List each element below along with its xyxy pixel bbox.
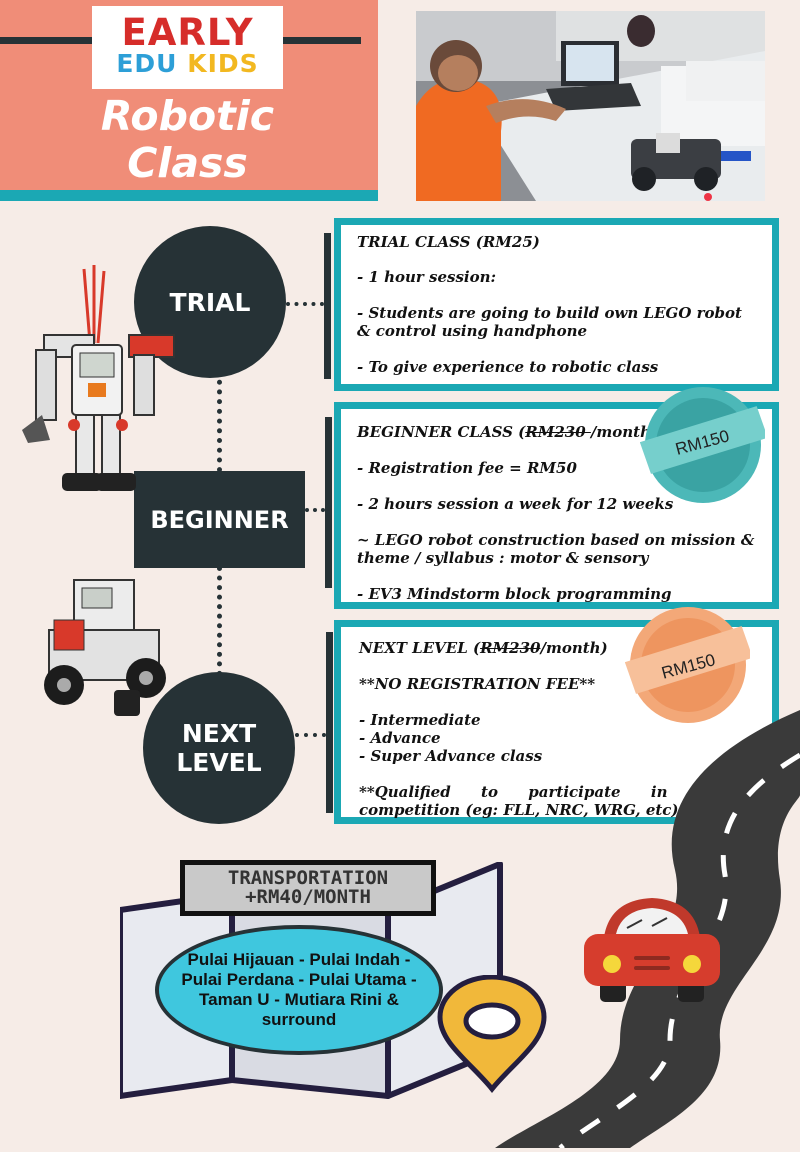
logo-line2: EDU KIDS bbox=[92, 50, 283, 78]
beginner-title-prefix: BEGINNER CLASS ( bbox=[357, 423, 526, 441]
next-level-item-2: - Advance bbox=[359, 729, 441, 747]
logo-word-kids: KIDS bbox=[187, 49, 259, 78]
beginner-item-3: ~ LEGO robot construction based on missi… bbox=[357, 531, 755, 567]
next-level-item-3: - Super Advance class bbox=[359, 747, 543, 765]
stage-next-line1: NEXT bbox=[181, 719, 257, 748]
timeline-connector-1 bbox=[217, 370, 222, 482]
robot-vehicle-icon bbox=[34, 570, 174, 720]
beginner-connector bbox=[305, 508, 325, 512]
beginner-old-price: RM230 bbox=[525, 423, 591, 441]
location-pin-icon bbox=[436, 974, 548, 1093]
stage-next-line2: LEVEL bbox=[176, 748, 262, 777]
robot-humanoid-icon bbox=[14, 265, 184, 505]
transport-label: TRANSPORTATION +RM40/MONTH bbox=[180, 860, 436, 916]
trial-card: TRIAL CLASS (RM25) - 1 hour session: - S… bbox=[334, 218, 779, 391]
car-icon bbox=[582, 892, 722, 1004]
next-bar bbox=[326, 632, 333, 813]
transport-line1: TRANSPORTATION bbox=[227, 867, 389, 889]
transport-line2: +RM40/MONTH bbox=[245, 886, 371, 908]
beginner-item-4: - EV3 Mindstorm block programming bbox=[357, 585, 672, 603]
next-footer: **Qualified to participate in robotic co… bbox=[359, 783, 758, 819]
beginner-title-suffix: /month) bbox=[590, 423, 659, 441]
trial-item-2: - Students are going to build own LEGO r… bbox=[357, 304, 742, 340]
next-level-item-1: - Intermediate bbox=[359, 711, 481, 729]
brand-logo: EARLY EDU KIDS bbox=[92, 6, 283, 89]
next-title-suffix: /month) bbox=[540, 639, 608, 657]
beginner-item-1: - Registration fee = RM50 bbox=[357, 459, 577, 477]
trial-connector bbox=[286, 302, 324, 306]
transport-areas-text: Pulai Hijauan - Pulai Indah - Pulai Perd… bbox=[181, 950, 417, 1029]
title-line2: Class bbox=[127, 139, 248, 187]
next-note: **NO REGISTRATION FEE** bbox=[359, 675, 596, 693]
trial-card-title: TRIAL CLASS (RM25) bbox=[357, 233, 540, 251]
beginner-price-badge: RM150 bbox=[639, 382, 768, 507]
classroom-photo bbox=[416, 11, 765, 201]
beginner-card: BEGINNER CLASS (RM230 /month) - Registra… bbox=[334, 402, 779, 609]
stage-next-level: NEXT LEVEL bbox=[143, 672, 295, 824]
stage-beginner: BEGINNER bbox=[134, 471, 305, 568]
next-connector bbox=[295, 733, 326, 737]
beginner-bar bbox=[325, 417, 332, 588]
beginner-card-title: BEGINNER CLASS (RM230 /month) bbox=[357, 423, 758, 441]
header-line-left bbox=[0, 37, 92, 44]
title-line1: Robotic bbox=[100, 92, 275, 140]
stage-trial-label: TRIAL bbox=[169, 287, 251, 317]
trial-item-3: - To give experience to robotic class bbox=[357, 358, 659, 376]
trial-bar bbox=[324, 233, 331, 379]
next-price-badge: RM150 bbox=[624, 602, 753, 727]
logo-line1: EARLY bbox=[121, 11, 254, 54]
logo-word-edu: EDU bbox=[116, 49, 178, 78]
next-old-price: RM230 bbox=[480, 639, 541, 657]
next-card-title: NEXT LEVEL (RM230/month) bbox=[359, 639, 758, 657]
header-stripe bbox=[0, 190, 378, 201]
beginner-item-2: - 2 hours session a week for 12 weeks bbox=[357, 495, 674, 513]
road-icon bbox=[480, 700, 800, 1150]
page-title: Robotic Class bbox=[60, 93, 315, 187]
trial-item-1: - 1 hour session: bbox=[357, 268, 497, 286]
timeline-connector-2 bbox=[217, 566, 222, 676]
header-line-right bbox=[283, 37, 361, 44]
next-title-prefix: NEXT LEVEL ( bbox=[359, 639, 481, 657]
stage-beginner-label: BEGINNER bbox=[150, 505, 289, 534]
transport-areas: Pulai Hijauan - Pulai Indah - Pulai Perd… bbox=[155, 925, 443, 1055]
